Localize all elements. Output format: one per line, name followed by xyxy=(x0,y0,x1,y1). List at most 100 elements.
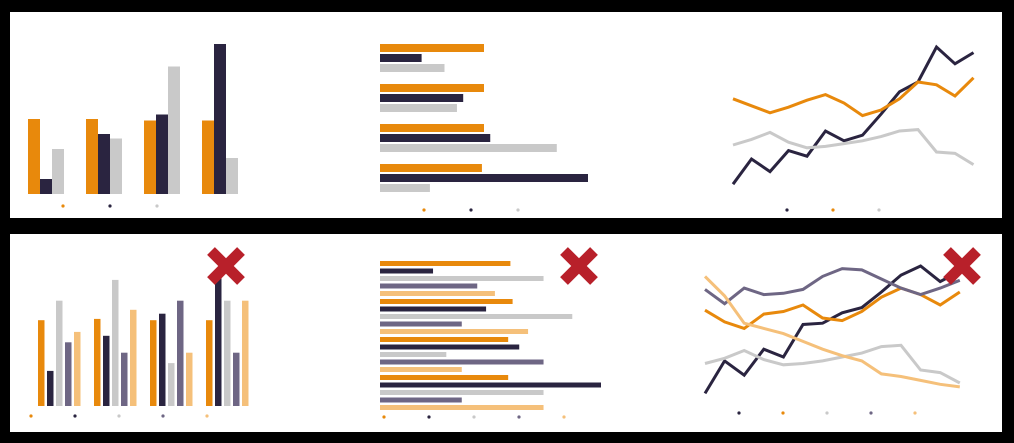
bar xyxy=(47,370,54,406)
bar xyxy=(159,313,166,406)
bar xyxy=(56,300,63,406)
series-line xyxy=(732,76,975,118)
legend-marker xyxy=(877,208,881,212)
bar xyxy=(380,367,462,372)
bad-hbar-chart xyxy=(380,261,601,419)
bar xyxy=(380,321,462,327)
bar xyxy=(380,104,457,112)
bar xyxy=(380,44,484,52)
legend-marker xyxy=(117,414,121,418)
legend-marker xyxy=(913,411,917,415)
bar xyxy=(380,375,509,380)
bar xyxy=(380,64,445,72)
legend-marker xyxy=(427,415,431,419)
legend-marker xyxy=(516,208,520,212)
bar xyxy=(233,352,240,406)
series-line xyxy=(704,267,961,306)
good-bar-chart xyxy=(28,44,238,208)
legend-marker xyxy=(869,411,873,415)
series-line xyxy=(703,275,960,389)
legend-marker xyxy=(737,411,741,415)
bar xyxy=(177,300,184,406)
bar xyxy=(121,352,128,406)
bar xyxy=(380,390,544,395)
bar xyxy=(380,344,520,350)
bar xyxy=(52,149,64,194)
bar xyxy=(380,261,511,266)
bar xyxy=(206,320,213,406)
legend-marker xyxy=(831,208,835,212)
bad-bar-chart xyxy=(29,276,249,418)
legend-marker xyxy=(29,414,33,418)
cross-icon xyxy=(943,247,981,285)
legend-marker xyxy=(161,414,165,418)
bar xyxy=(380,276,544,281)
cross-icon xyxy=(207,247,245,285)
bar xyxy=(380,84,484,92)
legend-marker xyxy=(73,414,77,418)
bar xyxy=(380,299,513,304)
legend-marker xyxy=(517,415,521,419)
legend-marker xyxy=(825,411,829,415)
bar xyxy=(144,120,156,194)
bar xyxy=(380,382,601,388)
bar xyxy=(380,134,491,142)
bar xyxy=(28,119,40,194)
bar xyxy=(380,397,462,403)
bar xyxy=(86,119,98,194)
bad-line-chart xyxy=(703,264,961,415)
bar xyxy=(380,184,430,192)
bar xyxy=(380,352,447,357)
bar xyxy=(380,124,484,132)
bar xyxy=(380,329,529,334)
bar xyxy=(380,359,544,365)
bar xyxy=(380,164,482,172)
legend-marker xyxy=(469,208,473,212)
bar xyxy=(224,300,231,406)
legend-marker xyxy=(205,414,209,418)
bar xyxy=(380,94,464,102)
bar xyxy=(380,405,544,410)
bar xyxy=(214,44,226,194)
series-line xyxy=(704,343,961,385)
bar xyxy=(242,300,249,406)
bar xyxy=(380,268,434,274)
bar xyxy=(112,279,119,406)
bar xyxy=(380,174,588,182)
bar xyxy=(130,309,137,406)
bar xyxy=(40,179,52,194)
bar xyxy=(226,158,238,194)
cross-icon xyxy=(560,247,598,285)
legend-marker xyxy=(155,204,159,208)
bar xyxy=(38,320,45,406)
bar xyxy=(202,120,214,194)
good-hbar-chart xyxy=(380,44,588,212)
legend-marker xyxy=(472,415,476,419)
bar xyxy=(380,283,478,289)
legend-marker xyxy=(108,204,112,208)
bar xyxy=(215,276,222,406)
bar xyxy=(380,291,495,296)
bar xyxy=(98,134,110,194)
bar xyxy=(168,363,175,406)
legend-marker xyxy=(562,415,566,419)
legend-marker xyxy=(422,208,426,212)
bar xyxy=(65,342,72,406)
bar xyxy=(380,54,422,62)
bar xyxy=(103,335,110,406)
legend-marker xyxy=(61,204,65,208)
series-line xyxy=(732,128,975,166)
bar xyxy=(110,138,122,194)
bar xyxy=(380,144,557,152)
bar xyxy=(168,66,180,194)
series-line xyxy=(703,264,961,395)
series-line xyxy=(731,44,975,186)
legend-marker xyxy=(382,415,386,419)
bar xyxy=(380,337,509,342)
bar xyxy=(94,318,101,406)
good-line-chart xyxy=(731,44,975,212)
bar xyxy=(150,320,157,406)
bar xyxy=(380,306,487,312)
bar xyxy=(74,331,81,406)
bar xyxy=(186,352,193,406)
